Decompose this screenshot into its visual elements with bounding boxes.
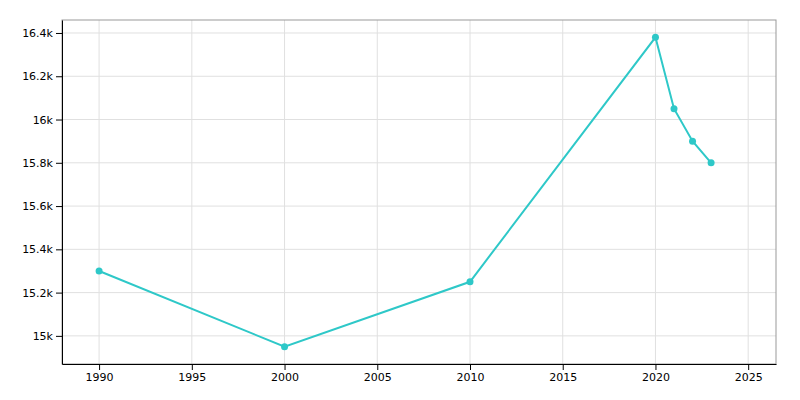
- tick-mark: [56, 336, 62, 337]
- tick: 15k: [33, 330, 62, 343]
- tick-label: 1990: [86, 371, 114, 384]
- tick-label: 2015: [549, 371, 577, 384]
- tick-label: 16.2k: [22, 70, 53, 83]
- tick-mark: [470, 364, 471, 370]
- tick: 15.8k: [22, 157, 62, 170]
- tick-label: 15.4k: [22, 243, 53, 256]
- tick: 2005: [364, 364, 392, 384]
- point: [652, 34, 659, 41]
- marks: [96, 34, 715, 350]
- tick-mark: [56, 163, 62, 164]
- point: [467, 278, 474, 285]
- tick: 15.2k: [22, 287, 62, 300]
- grid-line: [655, 20, 656, 364]
- tick-mark: [56, 76, 62, 77]
- grid-line: [62, 119, 776, 120]
- tick-label: 15.2k: [22, 287, 53, 300]
- point: [689, 138, 696, 145]
- tick-mark: [192, 364, 193, 370]
- tick-mark: [563, 364, 564, 370]
- grid-line: [562, 20, 563, 364]
- tick-label: 2000: [271, 371, 299, 384]
- chart: 1990 1995 2000 2005 2010 2015 2020 2025 15k 15.2k…: [0, 0, 800, 400]
- grid-line: [284, 20, 285, 364]
- tick-mark: [748, 364, 749, 370]
- tick-mark: [285, 364, 286, 370]
- tick: 2020: [642, 364, 670, 384]
- tick: 1995: [178, 364, 206, 384]
- tick: 15.4k: [22, 243, 62, 256]
- point: [96, 267, 103, 274]
- tick-label: 2025: [735, 371, 763, 384]
- tick-mark: [56, 249, 62, 250]
- tick-label: 16k: [33, 114, 54, 127]
- tick: 1990: [86, 364, 114, 384]
- tick-mark: [377, 364, 378, 370]
- tick: 16.2k: [22, 70, 62, 83]
- grid-line: [62, 292, 776, 293]
- axis-line: [63, 364, 777, 365]
- tick-mark: [56, 206, 62, 207]
- grid-line: [62, 335, 776, 336]
- grid-line: [99, 20, 100, 364]
- tick-mark: [56, 120, 62, 121]
- grid-line: [62, 249, 776, 250]
- grid: [62, 20, 776, 364]
- tick-label: 2005: [364, 371, 392, 384]
- y-axis: 15k 15.2k 15.4k 15.6k 15.8k 16k 16.2k 16.4k: [22, 21, 62, 365]
- tick-mark: [655, 364, 656, 370]
- tick-mark: [99, 364, 100, 370]
- tick-label: 15.6k: [22, 200, 53, 213]
- tick-label: 15k: [33, 330, 54, 343]
- tick: 16k: [33, 114, 62, 127]
- x-axis: 1990 1995 2000 2005 2010 2015 2020 2025: [63, 364, 777, 384]
- tick: 2025: [735, 364, 763, 384]
- plot-frame: [62, 20, 776, 364]
- tick: 16.4k: [22, 27, 62, 40]
- grid-line: [62, 76, 776, 77]
- tick-mark: [56, 293, 62, 294]
- tick: 2015: [549, 364, 577, 384]
- tick: 2000: [271, 364, 299, 384]
- point: [671, 105, 678, 112]
- line: [99, 37, 711, 346]
- point: [708, 159, 715, 166]
- tick: 15.6k: [22, 200, 62, 213]
- grid-line: [748, 20, 749, 364]
- tick-label: 16.4k: [22, 27, 53, 40]
- grid-line: [62, 32, 776, 33]
- tick: 2010: [457, 364, 485, 384]
- axis-line: [62, 21, 63, 365]
- point: [281, 343, 288, 350]
- grid-line: [62, 206, 776, 207]
- grid-line: [62, 162, 776, 163]
- tick-label: 15.8k: [22, 157, 53, 170]
- tick-mark: [56, 33, 62, 34]
- grid-line: [470, 20, 471, 364]
- grid-line: [377, 20, 378, 364]
- tick-label: 2010: [457, 371, 485, 384]
- plot: 1990 1995 2000 2005 2010 2015 2020 2025 15k 15.2k…: [22, 20, 776, 384]
- tick-label: 1995: [178, 371, 206, 384]
- tick-label: 2020: [642, 371, 670, 384]
- grid-line: [191, 20, 192, 364]
